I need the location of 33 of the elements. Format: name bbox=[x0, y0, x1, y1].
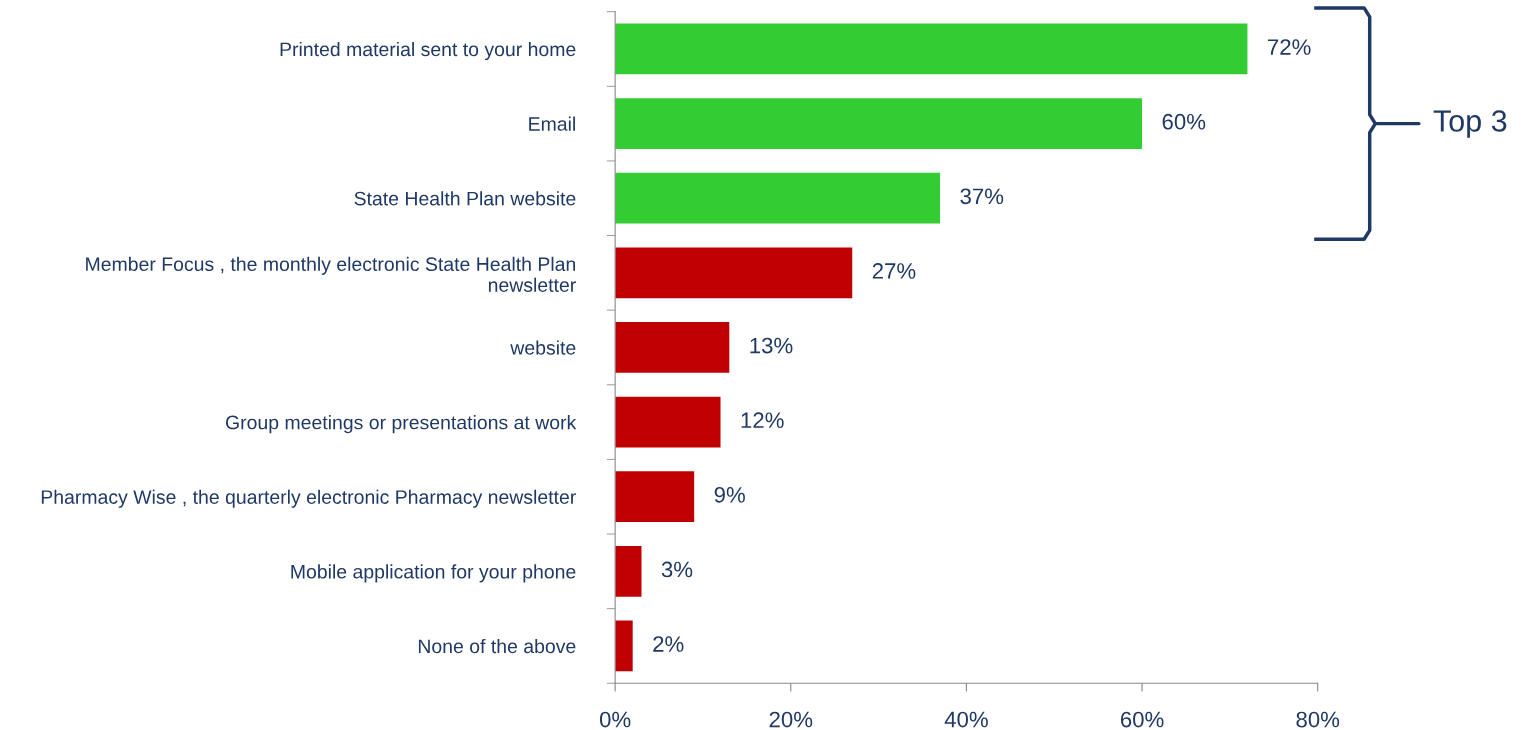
data-label: 72% bbox=[1268, 39, 1311, 55]
data-label: 3% bbox=[661, 561, 693, 578]
y-tick-label: Group meetings or presentations at work bbox=[226, 415, 577, 434]
text: Top 3 bbox=[1433, 110, 1507, 138]
y-tick-label: State Health Plan website bbox=[354, 191, 576, 206]
bar bbox=[615, 247, 853, 299]
data-label: 27% bbox=[872, 263, 916, 279]
data-label: 2% bbox=[653, 636, 684, 652]
x-tick-label: 80% bbox=[1296, 711, 1340, 728]
x-tick-label: 20% bbox=[769, 711, 813, 728]
x-tick-label: 40% bbox=[944, 711, 988, 728]
x-tick-label: 60% bbox=[1120, 711, 1164, 728]
bar bbox=[615, 471, 695, 523]
bar bbox=[615, 396, 721, 448]
y-tick-label: website bbox=[510, 340, 576, 355]
bar bbox=[615, 172, 941, 224]
bar bbox=[615, 545, 642, 597]
data-label: 13% bbox=[750, 337, 793, 354]
data-label: 60% bbox=[1162, 113, 1206, 130]
bar bbox=[615, 322, 730, 373]
x-tick-label: 0% bbox=[599, 711, 631, 728]
y-tick-label: Pharmacy Wise , the quarterly electronic Pharmacy newsletter bbox=[41, 489, 576, 508]
bar bbox=[615, 98, 1143, 149]
bar bbox=[615, 620, 633, 672]
bar bbox=[615, 23, 1248, 75]
y-tick-label: Member Focus , the monthly electronic State Health Plan newsletter bbox=[86, 256, 576, 292]
y-tick-label: Mobile application for your phone bbox=[291, 564, 576, 583]
data-label: 37% bbox=[960, 188, 1004, 205]
data-label: 12% bbox=[741, 412, 784, 428]
data-label: 9% bbox=[714, 486, 745, 503]
y-tick-label: Email bbox=[529, 116, 575, 131]
y-tick-label: Printed material sent to your home bbox=[280, 41, 576, 61]
y-tick-label: None of the above bbox=[418, 638, 576, 654]
